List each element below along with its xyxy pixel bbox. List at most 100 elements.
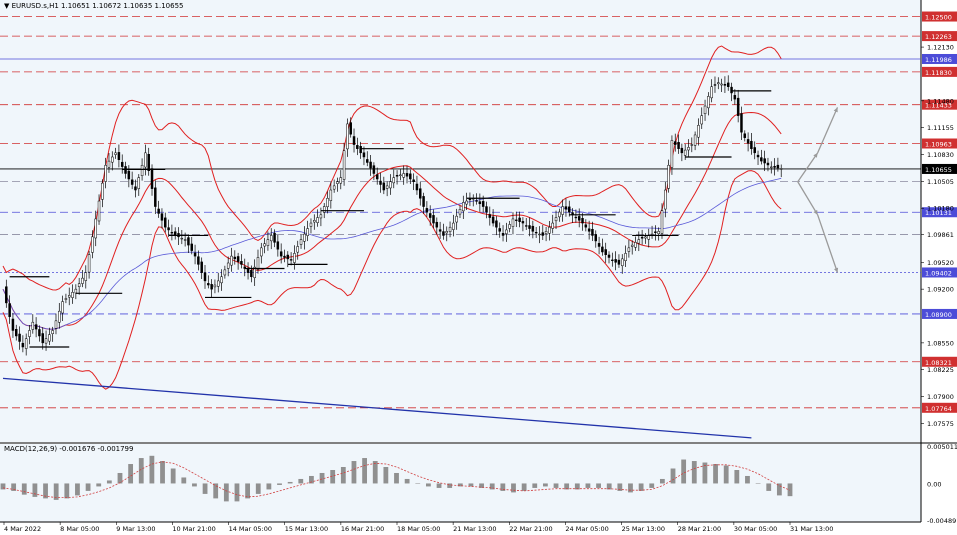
macd-bar <box>521 483 527 491</box>
x-tick-label: 8 Mar 05:00 <box>60 525 99 533</box>
candle-body <box>230 255 233 266</box>
macd-bar <box>0 483 6 490</box>
candle-body <box>531 225 535 232</box>
macd-bar <box>106 480 112 484</box>
candle-body <box>114 152 117 155</box>
level-price-tag <box>922 267 957 278</box>
candle-body <box>597 243 601 247</box>
candle-body <box>11 318 15 331</box>
candle-body <box>630 244 634 247</box>
candle-body <box>389 181 392 189</box>
candle-body <box>336 181 339 184</box>
candle-body <box>319 214 323 219</box>
candle-body <box>766 162 770 166</box>
candle-body <box>296 246 299 253</box>
candle-body <box>187 237 190 246</box>
level-price-text: 1.10655 <box>925 166 952 174</box>
macd-bar <box>202 483 208 494</box>
candle-body <box>730 86 733 94</box>
candle-body <box>385 185 389 189</box>
candle-body <box>170 232 174 234</box>
candle-body <box>58 310 61 323</box>
candle-body <box>236 256 240 262</box>
macd-bar <box>649 483 655 488</box>
level-price-tag <box>922 402 957 413</box>
candle-body <box>657 231 660 235</box>
macd-bar <box>532 483 538 488</box>
candle-body <box>501 233 505 236</box>
level-price-tag <box>922 356 957 367</box>
candle-body <box>415 183 419 191</box>
candle-body <box>677 141 680 149</box>
candle-body <box>773 166 776 168</box>
x-tick-label: 31 Mar 13:00 <box>790 525 833 533</box>
candle-body <box>491 216 495 224</box>
candle-body <box>412 179 415 183</box>
candle-body <box>488 214 492 218</box>
candle-body <box>561 206 564 215</box>
triangle-down-icon[interactable]: ▼ <box>4 2 10 10</box>
candle-body <box>127 170 131 180</box>
candle-body <box>584 224 588 228</box>
candle-body <box>322 206 326 213</box>
candle-body <box>180 237 184 240</box>
macd-bar <box>117 472 123 484</box>
candle-body <box>524 225 528 227</box>
candle-body <box>71 292 74 298</box>
candle-body <box>611 259 614 261</box>
macd-bar <box>160 461 165 484</box>
forecast-arrow <box>797 181 819 216</box>
candle-body <box>594 234 598 242</box>
x-tick-label: 30 Mar 05:00 <box>734 525 777 533</box>
macd-bar <box>170 468 176 484</box>
candle-body <box>614 259 617 263</box>
candle-body <box>260 247 263 257</box>
macd-bar <box>553 483 559 488</box>
candle-body <box>654 231 657 233</box>
candle-body <box>515 219 518 221</box>
chart-title[interactable]: ▼ EURUSD.s,H1 1.10651 1.10672 1.10635 1.… <box>4 2 184 10</box>
macd-bar <box>32 483 38 497</box>
candle-body <box>226 262 230 269</box>
candle-body <box>120 161 124 167</box>
macd-bar <box>766 483 772 491</box>
moving-average <box>2 177 782 330</box>
macd-bar <box>213 483 219 499</box>
candle-body <box>332 185 336 190</box>
price-pane[interactable] <box>0 0 921 442</box>
candle-body <box>263 243 266 247</box>
macd-bar <box>755 483 761 484</box>
candle-body <box>375 174 379 180</box>
candle-body <box>445 231 448 234</box>
macd-bar <box>351 461 357 484</box>
macd-bar <box>670 468 676 484</box>
y-tick-label: 1.10505 <box>927 178 954 186</box>
macd-pane[interactable] <box>0 444 921 522</box>
macd-bar <box>394 472 399 484</box>
macd-bar <box>404 478 410 484</box>
y-tick-label: 1.07900 <box>927 393 954 401</box>
candle-body <box>498 228 501 232</box>
candle-body <box>197 256 200 265</box>
candle-body <box>697 125 700 138</box>
forecast-arrow <box>817 107 839 154</box>
macd-bar <box>128 464 134 484</box>
level-price-text: 1.11433 <box>925 102 952 110</box>
y-tick-label: 1.11480 <box>927 97 954 105</box>
candle-body <box>193 252 197 257</box>
macd-bar <box>489 483 495 490</box>
level-price-tag <box>922 138 957 149</box>
candle-body <box>402 173 405 178</box>
y-tick-label: 1.08225 <box>927 366 954 374</box>
macd-bar <box>691 461 697 484</box>
macd-bar <box>457 483 463 487</box>
x-tick-label: 15 Mar 13:00 <box>285 525 328 533</box>
macd-bar <box>138 458 144 484</box>
level-price-text: 1.08321 <box>925 359 952 367</box>
candle-body <box>495 220 498 228</box>
macd-bar <box>542 483 548 487</box>
candle-body <box>564 206 568 210</box>
candle-body <box>541 232 545 236</box>
x-tick-label: 28 Mar 21:00 <box>678 525 721 533</box>
